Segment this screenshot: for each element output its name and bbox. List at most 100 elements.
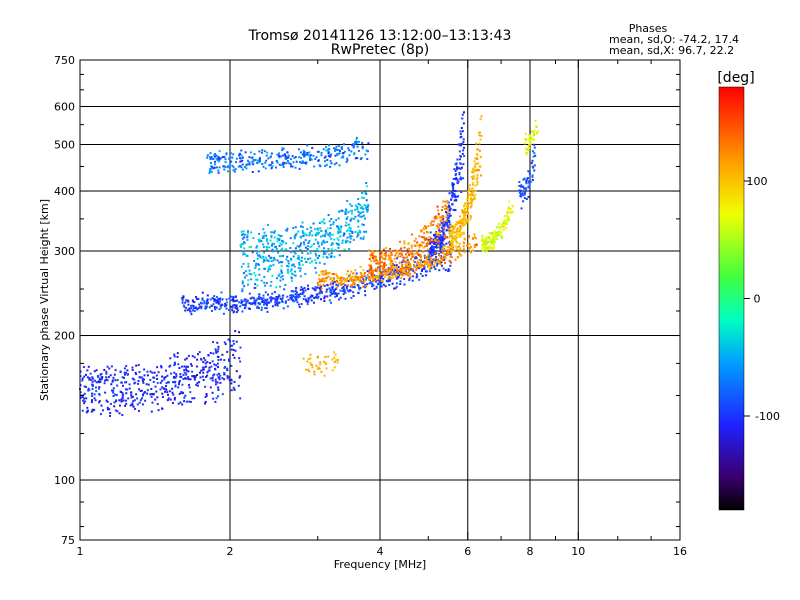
chart-title: Tromsø 20141126 13:12:00–13:13:43	[248, 28, 512, 44]
data-point	[213, 373, 216, 376]
data-point	[302, 241, 305, 244]
data-point	[460, 232, 463, 235]
data-point	[327, 214, 330, 216]
data-point	[460, 233, 463, 236]
data-point	[218, 372, 220, 375]
data-point	[487, 246, 490, 249]
data-point	[87, 365, 90, 368]
data-point	[276, 153, 279, 156]
data-point	[325, 149, 328, 152]
data-point	[214, 166, 217, 169]
data-point	[146, 392, 149, 395]
data-point	[453, 193, 456, 196]
data-point	[473, 165, 476, 168]
data-point	[275, 296, 278, 298]
data-point	[318, 245, 321, 248]
data-point	[361, 196, 364, 199]
data-point	[276, 237, 279, 240]
data-point	[533, 143, 536, 146]
data-point	[123, 376, 125, 379]
data-point	[333, 255, 336, 258]
data-point	[238, 301, 241, 304]
data-point	[357, 210, 360, 213]
data-point	[445, 211, 447, 213]
data-point	[325, 256, 328, 258]
data-point	[263, 251, 266, 254]
data-point	[435, 240, 438, 243]
data-point	[280, 261, 282, 264]
data-point	[462, 163, 465, 166]
data-point	[507, 215, 510, 218]
data-point	[224, 165, 227, 168]
data-point	[361, 277, 364, 279]
data-point	[414, 265, 417, 268]
data-point	[533, 146, 536, 149]
data-point	[423, 260, 426, 263]
data-point	[527, 134, 530, 136]
data-point	[396, 270, 399, 273]
data-point	[280, 249, 283, 252]
data-point	[528, 182, 531, 185]
data-point	[455, 236, 458, 239]
data-point	[409, 264, 411, 267]
data-point	[291, 264, 293, 267]
data-point	[463, 155, 466, 158]
data-point	[454, 258, 457, 261]
data-point	[211, 309, 213, 312]
data-point	[334, 148, 337, 151]
data-point	[263, 231, 266, 234]
data-point	[293, 237, 296, 240]
data-point	[429, 256, 432, 259]
data-point	[298, 303, 300, 306]
data-point	[346, 157, 349, 160]
data-point	[298, 306, 301, 308]
data-point	[83, 375, 86, 378]
data-point	[211, 391, 214, 394]
data-point	[412, 259, 415, 262]
data-point	[283, 288, 286, 291]
data-point	[155, 390, 158, 393]
data-point	[216, 300, 219, 303]
data-point	[390, 253, 393, 256]
data-point	[356, 157, 359, 159]
data-point	[452, 241, 454, 244]
data-point	[308, 240, 311, 242]
data-point	[356, 235, 359, 238]
data-point	[98, 381, 101, 384]
stats-heading: Phases	[629, 22, 668, 35]
data-point	[265, 154, 268, 157]
data-point	[376, 268, 379, 271]
data-point	[372, 284, 375, 287]
data-point	[313, 370, 316, 373]
data-point	[353, 217, 356, 220]
data-point	[321, 277, 324, 280]
data-point	[462, 205, 465, 208]
data-point	[246, 299, 249, 302]
data-point	[472, 249, 475, 252]
data-point	[285, 242, 287, 245]
data-point	[236, 299, 239, 302]
data-point	[506, 212, 509, 215]
data-point	[400, 252, 403, 255]
data-point	[336, 275, 338, 278]
data-point	[217, 389, 220, 391]
data-point	[365, 206, 368, 209]
data-point	[383, 253, 386, 256]
data-point	[231, 309, 234, 312]
data-point	[330, 153, 333, 156]
data-point	[265, 159, 268, 162]
data-point	[272, 297, 275, 300]
data-point	[468, 184, 471, 187]
data-point	[400, 268, 403, 271]
data-point	[342, 288, 345, 290]
data-point	[156, 378, 159, 380]
data-point	[274, 304, 277, 307]
data-point	[363, 204, 366, 207]
data-point	[286, 157, 289, 160]
data-point	[471, 183, 474, 186]
data-point	[327, 152, 330, 155]
data-point	[378, 272, 381, 275]
data-point	[444, 200, 447, 203]
data-point	[240, 265, 243, 268]
